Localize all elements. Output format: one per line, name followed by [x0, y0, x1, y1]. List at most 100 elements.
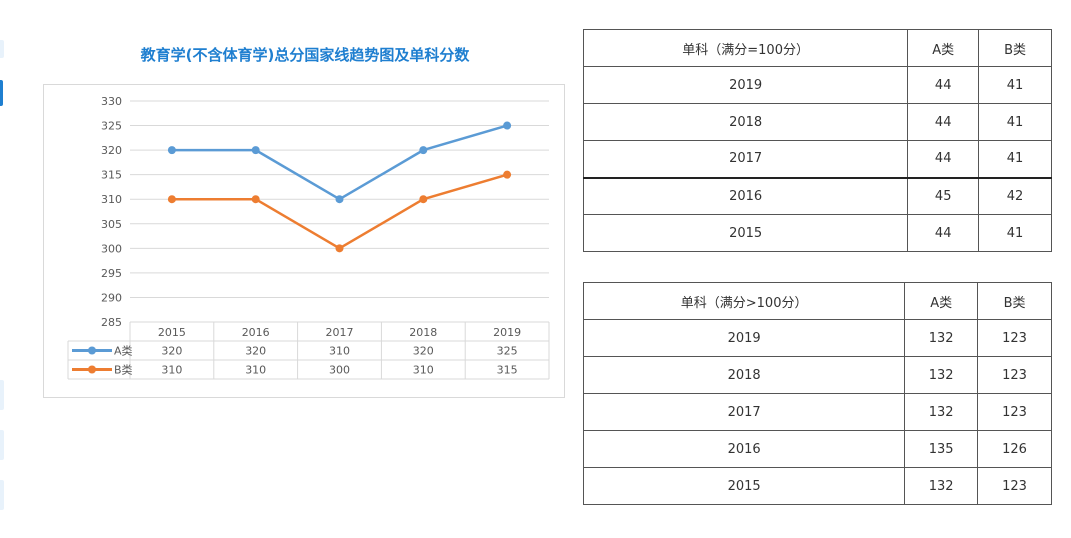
legend-label: B类	[114, 363, 133, 377]
table-value-label: 310	[329, 345, 350, 358]
edge-tab	[0, 380, 4, 410]
table-row: 2018 132 123	[582, 356, 1052, 394]
data-point	[167, 146, 176, 155]
chart-title: 教育学(不含体育学)总分国家线趋势图及单科分数	[140, 46, 470, 64]
table-row: 2017 132 123	[582, 393, 1052, 431]
table-cell-year: 2017	[582, 140, 909, 178]
table-header-cell: B类	[977, 282, 1052, 320]
table-cell-a: 44	[907, 103, 980, 141]
x-tick-label: 2018	[409, 326, 437, 339]
data-point	[167, 195, 176, 204]
table-row: 2016 45 42	[582, 176, 1052, 215]
table-value-label: 320	[161, 345, 182, 358]
table-value-label: 310	[245, 364, 266, 377]
table-value-label: 310	[413, 364, 434, 377]
data-point	[251, 146, 260, 155]
table-cell-year: 2019	[582, 66, 909, 104]
table-cell-year: 2018	[582, 103, 909, 141]
data-point	[419, 146, 428, 155]
y-tick-label: 290	[101, 291, 122, 304]
table-cell-b: 123	[977, 467, 1052, 505]
table-cell-year: 2016	[582, 430, 906, 468]
data-point	[503, 170, 512, 179]
table-header-cell: A类	[904, 282, 979, 320]
table-cell-b: 41	[978, 103, 1052, 141]
table-row: 2017 44 41	[582, 140, 1052, 178]
edge-tab	[0, 480, 4, 510]
table-cell-a: 132	[904, 467, 979, 505]
table-header-cell: B类	[978, 29, 1052, 67]
table-cell-year: 2018	[582, 356, 906, 394]
x-tick-label: 2017	[326, 326, 354, 339]
table-cell-a: 45	[907, 176, 980, 215]
edge-tab-active[interactable]	[0, 80, 3, 106]
table-row: 2015 132 123	[582, 467, 1052, 505]
data-point	[335, 195, 344, 204]
table-header-cell: A类	[907, 29, 980, 67]
table-value-label: 320	[245, 345, 266, 358]
x-tick-label: 2016	[242, 326, 270, 339]
y-tick-label: 305	[101, 218, 122, 231]
data-point	[419, 195, 428, 204]
table-cell-a: 135	[904, 430, 979, 468]
score-table-under-100: 单科（满分=100分） A类 B类 2019 44 41 2018 44 41 …	[582, 29, 1052, 252]
table-header-row: 单科（满分=100分） A类 B类	[582, 29, 1052, 67]
series-line	[171, 173, 508, 250]
line-chart: 330 325 320 315 310 305 300 295 290 285 2015 2016 2…	[43, 84, 565, 398]
data-point	[335, 244, 344, 253]
table-cell-a: 44	[907, 66, 980, 104]
table-cell-b: 41	[978, 140, 1052, 178]
table-value-label: 315	[497, 364, 518, 377]
table-value-label: 320	[413, 345, 434, 358]
legend-label: A类	[114, 344, 133, 358]
data-point	[251, 195, 260, 204]
table-cell-b: 123	[977, 393, 1052, 431]
y-tick-labels: 330 325 320 315 310 305 300 295 290 285	[101, 95, 122, 329]
table-cell-year: 2017	[582, 393, 906, 431]
table-row: 2016 135 126	[582, 430, 1052, 468]
table-cell-b: 42	[978, 176, 1052, 215]
score-table-over-100: 单科（满分>100分） A类 B类 2019 132 123 2018 132 …	[582, 282, 1052, 505]
edge-tab	[0, 430, 4, 460]
table-value-label: 310	[161, 364, 182, 377]
y-tick-label: 295	[101, 267, 122, 280]
edge-tab	[0, 40, 4, 58]
y-tick-label: 330	[101, 95, 122, 108]
table-cell-a: 44	[907, 140, 980, 178]
y-tick-label: 300	[101, 242, 122, 255]
table-cell-year: 2015	[582, 214, 909, 252]
table-cell-b: 41	[978, 66, 1052, 104]
table-row: 2019 44 41	[582, 66, 1052, 104]
table-cell-year: 2019	[582, 319, 906, 357]
table-header-cell: 单科（满分>100分）	[582, 282, 906, 320]
data-point	[503, 121, 512, 130]
table-header-cell: 单科（满分=100分）	[582, 29, 909, 67]
table-cell-b: 123	[977, 356, 1052, 394]
y-tick-label: 320	[101, 144, 122, 157]
table-header-row: 单科（满分>100分） A类 B类	[582, 282, 1052, 320]
x-tick-label: 2019	[493, 326, 521, 339]
y-tick-label: 325	[101, 120, 122, 133]
y-tick-label: 285	[101, 316, 122, 329]
legend-marker	[88, 346, 96, 355]
table-cell-b: 41	[978, 214, 1052, 252]
x-tick-label: 2015	[158, 326, 186, 339]
table-cell-a: 132	[904, 356, 979, 394]
table-row: 2018 44 41	[582, 103, 1052, 141]
table-cell-b: 123	[977, 319, 1052, 357]
y-tick-label: 315	[101, 169, 122, 182]
table-row: 2019 132 123	[582, 319, 1052, 357]
table-value-label: 300	[329, 364, 350, 377]
legend-marker	[88, 365, 96, 374]
series-layer	[167, 121, 512, 253]
table-cell-a: 132	[904, 319, 979, 357]
table-value-label: 325	[497, 345, 518, 358]
chart-data-table: 2015 2016 2017 2018 2019 A类 320 320 310 320 325 B类 3…	[67, 321, 550, 380]
table-row: 2015 44 41	[582, 214, 1052, 252]
y-tick-label: 310	[101, 193, 122, 206]
table-cell-year: 2016	[582, 176, 909, 215]
table-cell-b: 126	[977, 430, 1052, 468]
table-cell-year: 2015	[582, 467, 906, 505]
table-cell-a: 44	[907, 214, 980, 252]
